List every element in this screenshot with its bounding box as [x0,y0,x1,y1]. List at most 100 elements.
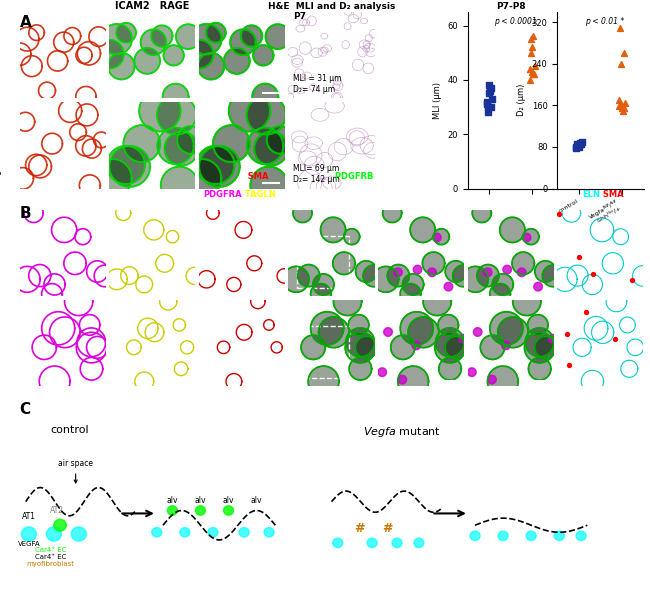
Circle shape [54,519,66,531]
Polygon shape [332,92,343,101]
Circle shape [152,527,162,537]
Polygon shape [349,358,372,380]
Polygon shape [513,287,541,315]
Polygon shape [191,24,222,54]
Polygon shape [157,128,194,164]
Point [484,80,495,90]
Polygon shape [298,170,322,196]
Polygon shape [369,29,378,38]
Polygon shape [346,328,374,356]
Polygon shape [438,315,458,336]
Point [486,103,497,112]
Polygon shape [161,167,198,204]
Polygon shape [356,261,377,282]
Polygon shape [307,16,316,26]
Polygon shape [250,167,288,204]
Point [619,98,630,108]
Text: TAGLN: TAGLN [242,190,276,198]
Circle shape [498,531,508,541]
Polygon shape [373,266,398,292]
Polygon shape [445,261,467,282]
Point [482,108,493,117]
Point [574,140,584,150]
Text: ICAM2: ICAM2 [120,0,152,1]
Polygon shape [177,126,205,154]
Text: myofibroblast: myofibroblast [27,561,75,567]
Point [619,103,629,113]
Polygon shape [298,151,317,166]
Polygon shape [139,90,181,132]
Text: Car4⁺ EC: Car4⁺ EC [35,547,66,552]
Polygon shape [93,159,131,198]
Polygon shape [363,45,370,52]
Polygon shape [349,131,365,146]
Polygon shape [206,23,226,42]
Polygon shape [353,11,361,19]
Point [571,142,582,152]
Bar [28,325,80,378]
Polygon shape [528,315,548,336]
Polygon shape [164,45,184,66]
Polygon shape [333,81,343,91]
Point [526,67,537,76]
Point [588,269,598,278]
Text: VEGFA: VEGFA [18,541,40,547]
Point [577,137,587,147]
Text: control: control [51,425,89,435]
Polygon shape [213,125,250,162]
Polygon shape [96,40,124,69]
Polygon shape [292,58,302,67]
Polygon shape [345,333,376,363]
Polygon shape [490,284,510,305]
Polygon shape [473,328,482,336]
Circle shape [367,538,377,548]
Polygon shape [253,45,274,66]
Point [573,253,584,262]
Circle shape [168,506,177,515]
Polygon shape [428,268,436,277]
Polygon shape [423,287,451,315]
Point [482,100,493,109]
Text: #: # [354,522,365,535]
Polygon shape [344,23,351,30]
Point [616,59,626,69]
Polygon shape [492,274,514,295]
Polygon shape [293,203,312,222]
Circle shape [414,538,424,548]
Text: A: A [20,15,31,30]
Polygon shape [334,138,353,155]
Polygon shape [296,25,305,32]
Bar [297,325,349,378]
Polygon shape [488,375,496,384]
Polygon shape [292,55,303,64]
Point [616,103,627,113]
Circle shape [224,506,233,515]
Point [564,361,574,370]
Polygon shape [364,142,383,158]
Polygon shape [333,77,341,85]
Polygon shape [363,265,385,287]
Polygon shape [283,266,309,292]
Polygon shape [444,283,453,291]
Polygon shape [439,358,462,380]
Polygon shape [356,336,377,358]
Point [614,102,624,111]
Point [614,95,625,105]
Polygon shape [254,132,288,166]
Point [526,42,537,52]
Circle shape [180,527,190,537]
Point [528,70,538,79]
Polygon shape [151,26,172,46]
Polygon shape [247,128,283,164]
Polygon shape [383,203,402,222]
Text: #: # [382,522,393,535]
Point [483,103,493,112]
Polygon shape [308,366,339,397]
Text: P7: P7 [292,12,306,21]
Point [487,94,497,104]
Polygon shape [310,84,317,91]
Polygon shape [480,335,504,359]
Polygon shape [500,218,525,243]
Polygon shape [502,341,510,350]
Polygon shape [297,87,305,94]
